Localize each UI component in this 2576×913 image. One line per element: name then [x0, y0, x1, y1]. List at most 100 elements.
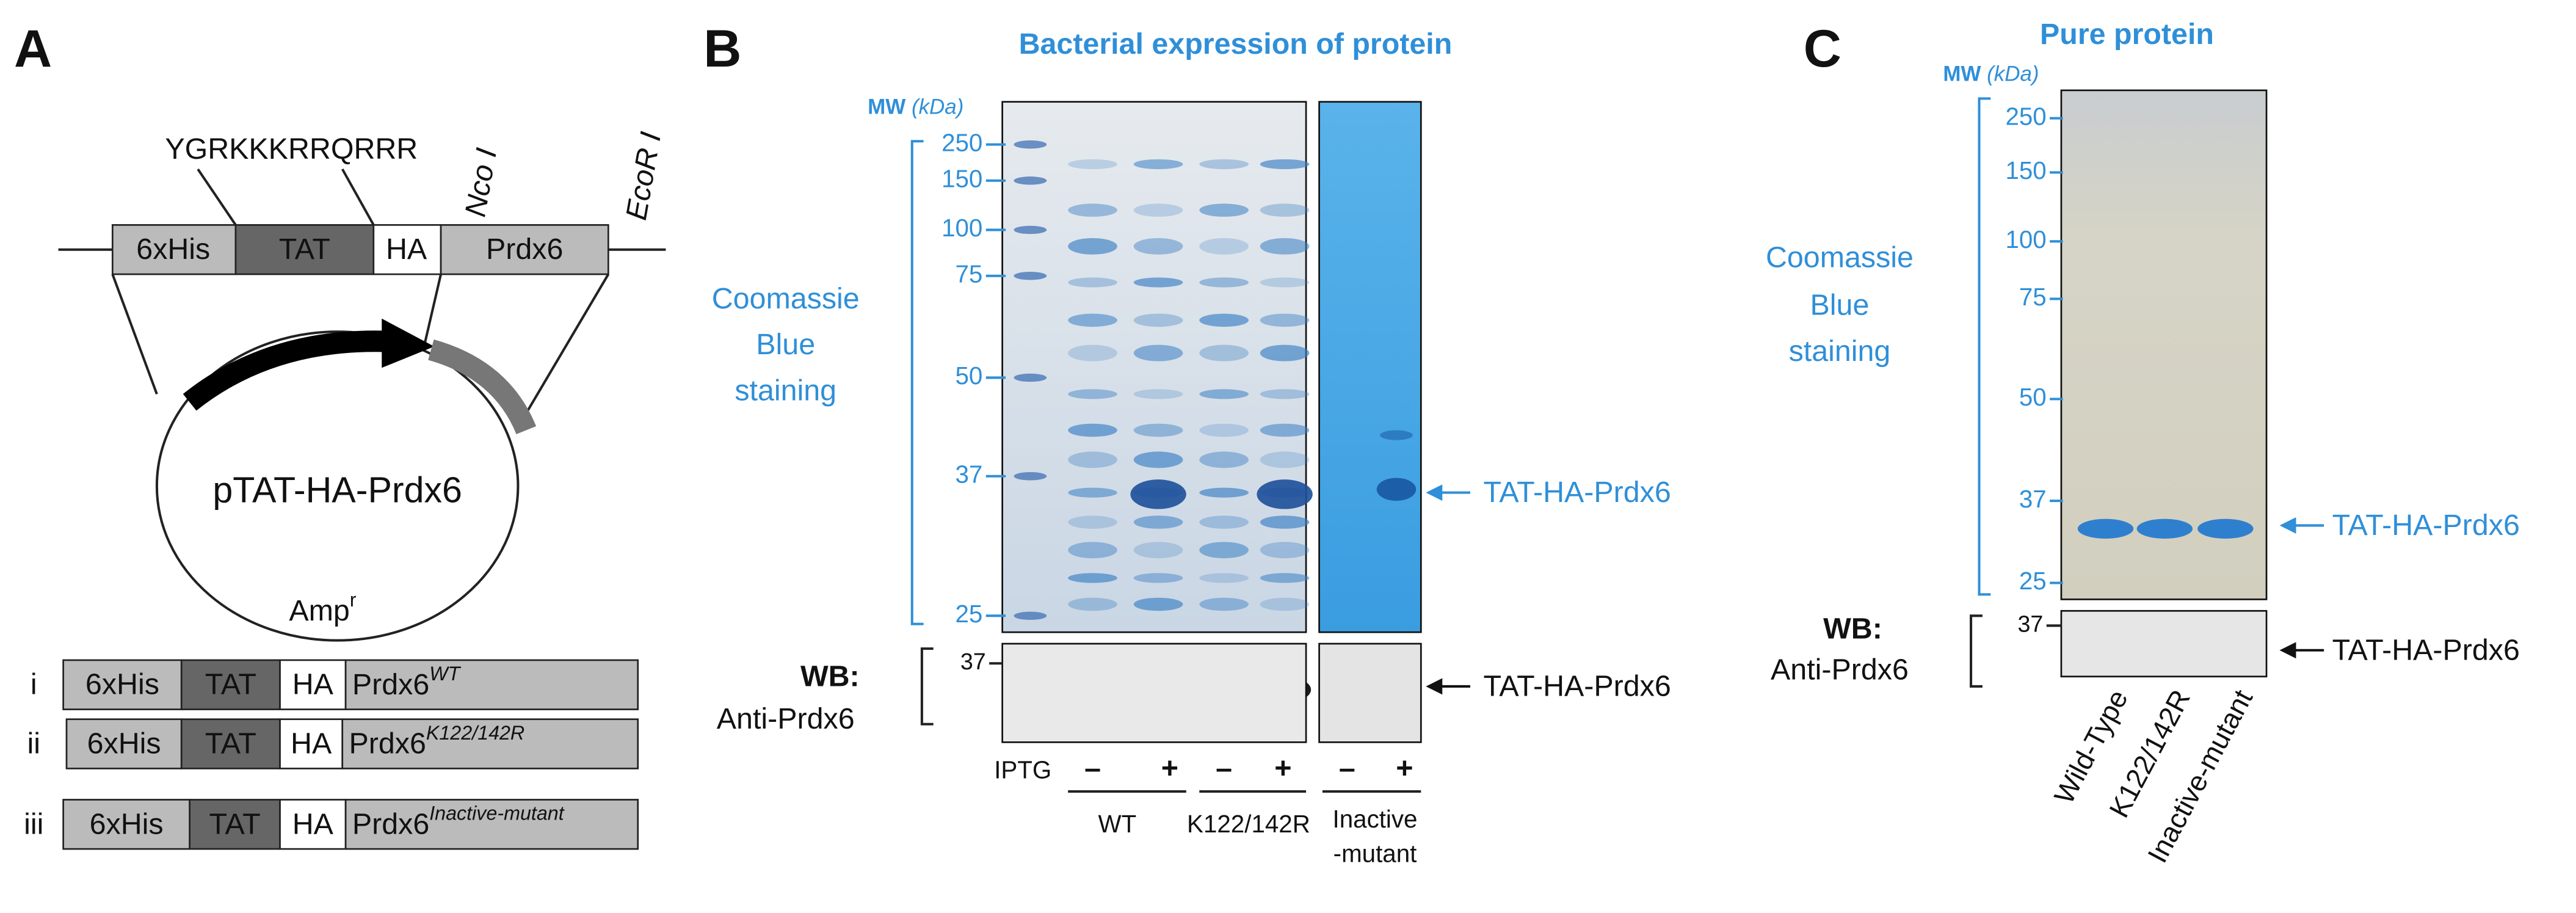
band: [1260, 423, 1310, 437]
segment-label: 6xHis: [87, 727, 161, 760]
band: [1133, 159, 1183, 169]
segment-label: TAT: [209, 807, 261, 840]
gene: Prdx6: [352, 807, 429, 840]
mw-marker: 37: [2019, 485, 2047, 513]
lane-group: Inactive: [1333, 805, 1418, 833]
band: [1260, 159, 1310, 169]
segment: [440, 224, 609, 275]
wb-label: WB:: [1823, 612, 1882, 645]
resistance-text: Amp: [289, 594, 349, 627]
mw-marker: 100: [942, 214, 982, 242]
band: [1133, 313, 1183, 327]
insert-arc: [428, 339, 537, 435]
band: [1130, 479, 1186, 509]
band: [1068, 344, 1117, 362]
band: [1260, 203, 1310, 217]
induction-state: +: [1274, 752, 1291, 785]
band: [1133, 238, 1183, 255]
western-blot: [1318, 642, 1422, 743]
wb-marker: 37: [2018, 611, 2044, 636]
segment-label: TAT: [205, 668, 256, 701]
induction-state: –: [1084, 752, 1101, 785]
mw-marker: 25: [956, 600, 983, 628]
band: [1133, 515, 1183, 529]
bracket: [920, 647, 934, 726]
band: [1068, 515, 1117, 529]
ladder-band: [1014, 272, 1047, 280]
band: [1260, 344, 1310, 362]
connector: [423, 274, 443, 346]
band: [2197, 518, 2254, 539]
mw: MW: [1943, 62, 1981, 86]
lane-group: -mutant: [1333, 840, 1417, 868]
segment-label: Prdx6: [486, 233, 563, 266]
band: [1380, 430, 1413, 440]
segment: [180, 659, 281, 710]
mw-marker: 250: [2005, 102, 2046, 130]
stain-label: staining: [1789, 335, 1891, 368]
band: [1260, 313, 1310, 327]
induction: IPTG: [994, 755, 1051, 784]
band: [1133, 277, 1183, 288]
segment: [180, 718, 281, 769]
variant: Inactive-mutant: [429, 802, 565, 824]
segment: [344, 659, 639, 710]
bracket: [1978, 97, 1991, 596]
segment: [279, 799, 347, 850]
mw-marker: 50: [2019, 383, 2047, 411]
lane-group: WT: [1098, 810, 1137, 838]
band: [1199, 238, 1249, 255]
mw-marker: 75: [2019, 283, 2047, 311]
segment: [372, 224, 442, 275]
mw-marker: 150: [2005, 156, 2046, 184]
band: [1199, 487, 1249, 498]
gene: Prdx6: [349, 727, 426, 760]
resistance-sup: r: [350, 589, 357, 611]
band: [2136, 518, 2193, 539]
band: [1260, 573, 1310, 583]
mw-marker: 37: [956, 460, 983, 488]
band: [1199, 344, 1249, 362]
western-blot: [2060, 609, 2268, 678]
band: [1257, 479, 1313, 509]
band: [1260, 542, 1310, 559]
segment: [62, 799, 191, 850]
panel-title: Pure protein: [2040, 18, 2214, 51]
band: [1068, 238, 1117, 255]
connector: [197, 168, 237, 226]
arrowhead: [2279, 642, 2296, 659]
antibody: Anti-Prdx6: [1771, 653, 1909, 686]
band: [1133, 203, 1183, 217]
band: [1133, 451, 1183, 468]
stain-label: Coomassie: [1766, 241, 1914, 274]
band: [1199, 542, 1249, 559]
mw-marker: 25: [2019, 567, 2047, 595]
site-label: EcoR I: [620, 129, 667, 222]
numeral: ii: [27, 727, 40, 760]
connector: [341, 168, 375, 226]
segment: [234, 224, 375, 275]
gene: Prdx6: [352, 668, 429, 701]
segment-label: Prdx6Inactive-mutant: [352, 802, 565, 840]
arrowhead: [382, 318, 435, 368]
band: [1376, 478, 1417, 501]
segment-label: 6xHis: [85, 668, 159, 701]
band: [1133, 573, 1183, 583]
western-blot: [1001, 642, 1307, 743]
segment-label: Prdx6WT: [352, 663, 462, 701]
band: [1199, 277, 1249, 288]
band: [2077, 518, 2134, 539]
band-label: TAT-HA-Prdx6: [2332, 633, 2520, 666]
mw-label: MW (kDa): [1943, 62, 2039, 86]
band-label: TAT-HA-Prdx6: [1483, 669, 1671, 702]
segment-label: 6xHis: [90, 807, 164, 840]
gel: [1001, 101, 1307, 633]
segment-label: TAT: [205, 727, 256, 760]
band: [1068, 313, 1117, 327]
band: [1133, 389, 1183, 399]
arrowhead: [1426, 678, 1443, 695]
segment: [62, 659, 183, 710]
band: [1133, 344, 1183, 362]
